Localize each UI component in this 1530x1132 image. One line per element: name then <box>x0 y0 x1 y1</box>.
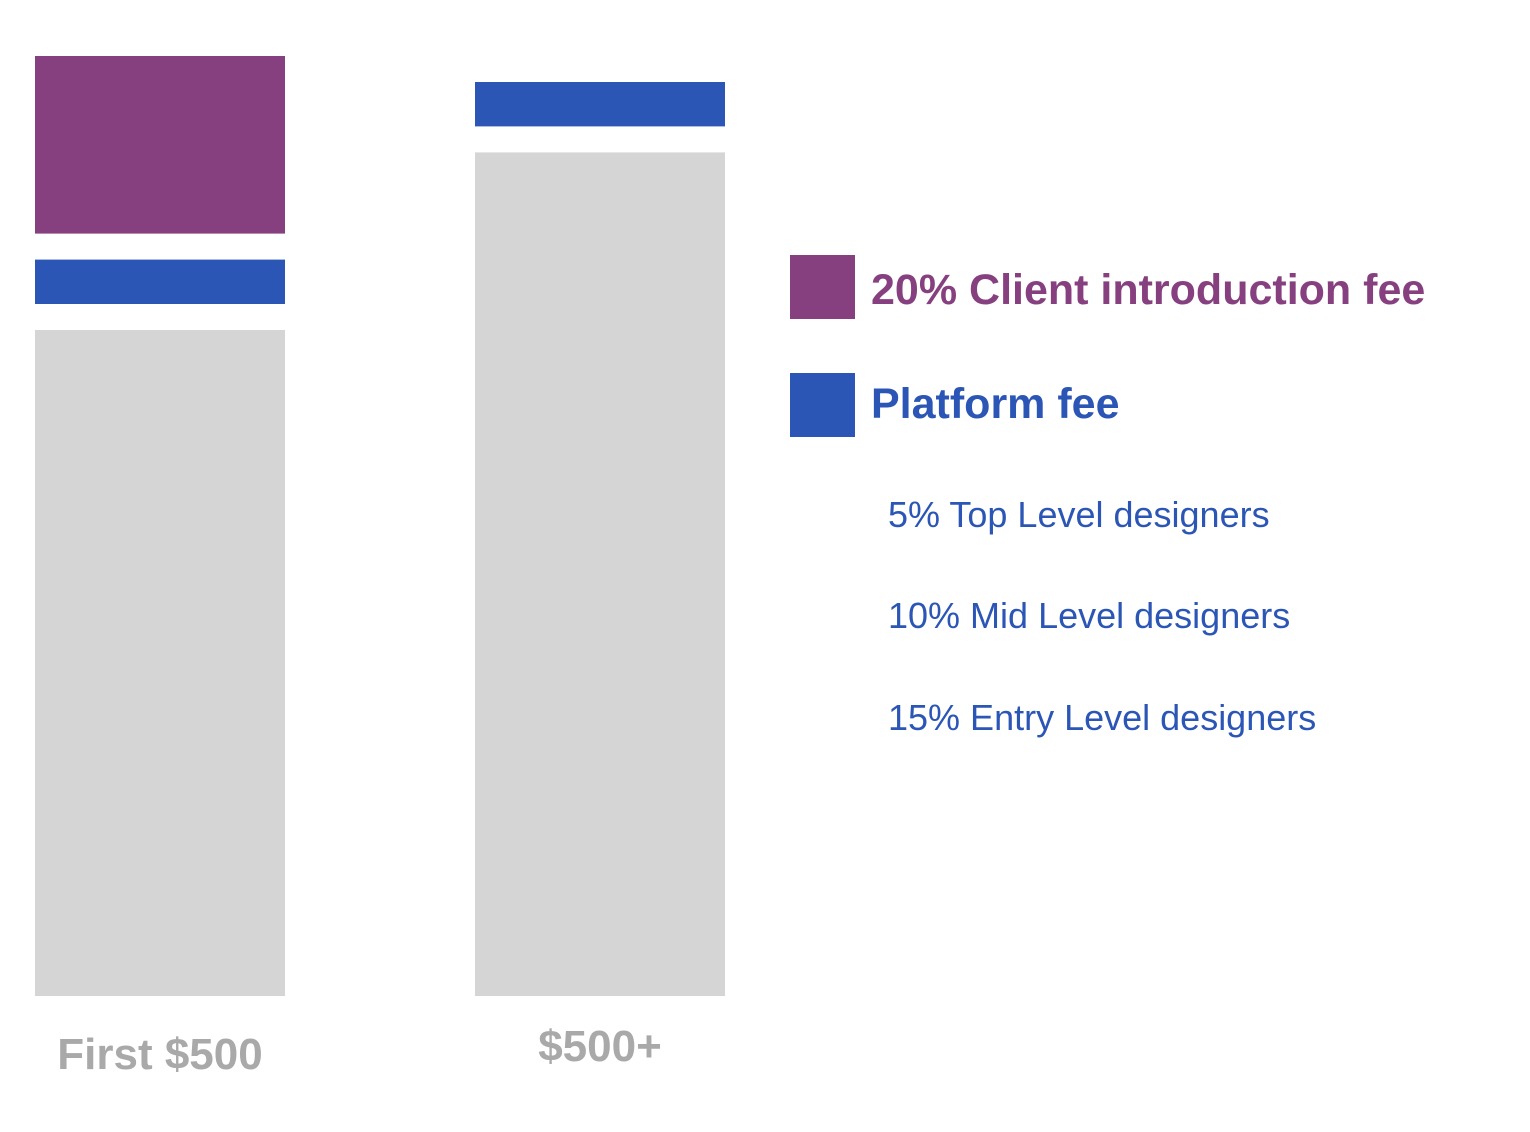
legend-swatch-platform-fee <box>790 373 855 437</box>
bar-segment-platform-fee-1 <box>475 82 725 127</box>
category-label-0: First $500 <box>57 1030 262 1079</box>
bar-segment-remainder-1 <box>475 152 725 996</box>
platform-fee-tier-top-level: 5% Top Level designers <box>888 494 1270 535</box>
bar-segment-platform-fee-0 <box>35 259 285 304</box>
legend-swatch-client-intro-fee <box>790 255 855 319</box>
platform-fee-tier-mid-level: 10% Mid Level designers <box>888 595 1291 636</box>
category-label-1: $500+ <box>538 1022 662 1071</box>
platform-fee-tier-entry-level: 15% Entry Level designers <box>888 697 1317 738</box>
legend-label-platform-fee: Platform fee <box>871 380 1120 428</box>
legend-label-client-intro-fee: 20% Client introduction fee <box>871 266 1426 314</box>
bar-segment-20-client-introduction-fee-0 <box>35 56 285 234</box>
bar-segment-remainder-0 <box>35 330 285 996</box>
